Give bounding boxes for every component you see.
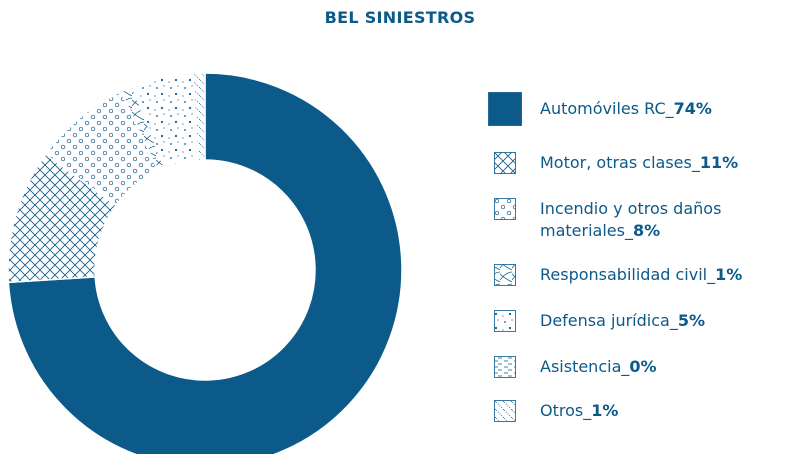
- legend-item: Automóviles RC_74%: [488, 92, 712, 128]
- value-label: 5%: [677, 311, 705, 330]
- value-label: 0%: [629, 357, 657, 376]
- legend-swatch: [494, 198, 516, 220]
- legend-label: Defensa jurídica_5%: [540, 310, 785, 332]
- swatch: [494, 152, 516, 174]
- value-label: 1%: [715, 265, 743, 284]
- legend-item: Defensa jurídica_5%: [488, 304, 705, 340]
- separator: _: [621, 357, 630, 376]
- category-name: Automóviles RC: [540, 99, 666, 118]
- legend-label: Responsabilidad civil_1%: [540, 264, 785, 286]
- value-label: 74%: [673, 99, 712, 118]
- legend-swatch: [494, 356, 516, 378]
- pie-slice: [7, 72, 403, 454]
- value-label: 11%: [699, 153, 739, 172]
- separator: _: [707, 265, 716, 284]
- legend-label: Asistencia_0%: [540, 356, 785, 378]
- value-label: 8%: [632, 221, 661, 240]
- separator: _: [583, 401, 592, 420]
- swatch: [494, 400, 516, 422]
- legend-swatch: [494, 152, 516, 174]
- category-name: Motor, otras clases: [540, 153, 692, 172]
- legend-item: Motor, otras clases_11%: [488, 146, 738, 182]
- legend-swatch: [494, 400, 516, 422]
- chart-title: BEL SINIESTROS: [324, 8, 476, 27]
- legend-item: Otros_1%: [488, 394, 618, 430]
- separator: _: [624, 221, 633, 240]
- swatch: [494, 310, 516, 332]
- legend-item: Responsabilidad civil_1%: [488, 258, 742, 294]
- separator: _: [691, 153, 700, 172]
- swatch: [494, 198, 516, 220]
- category-name: Asistencia: [540, 357, 622, 376]
- category-name: Incendio y otros daños materiales: [540, 199, 722, 240]
- value-label: 1%: [591, 401, 619, 420]
- separator: _: [665, 99, 674, 118]
- pie-slice: [191, 72, 206, 162]
- legend-swatch: [488, 92, 522, 126]
- legend-swatch: [494, 264, 516, 286]
- category-name: Responsabilidad civil: [540, 265, 708, 284]
- legend-item: Incendio y otros daños materiales_8%: [488, 192, 721, 240]
- legend-swatch: [494, 310, 516, 332]
- legend-label: Motor, otras clases_11%: [540, 152, 785, 174]
- swatch: [494, 356, 516, 378]
- legend-label: Otros_1%: [540, 400, 785, 422]
- swatch: [488, 92, 522, 126]
- separator: _: [669, 311, 678, 330]
- category-name: Defensa jurídica: [540, 311, 670, 330]
- legend-item: Asistencia_0%: [488, 350, 657, 386]
- legend-label: Incendio y otros daños materiales_8%: [540, 198, 785, 242]
- category-name: Otros: [540, 401, 584, 420]
- legend-label: Automóviles RC_74%: [540, 98, 785, 120]
- swatch: [494, 264, 516, 286]
